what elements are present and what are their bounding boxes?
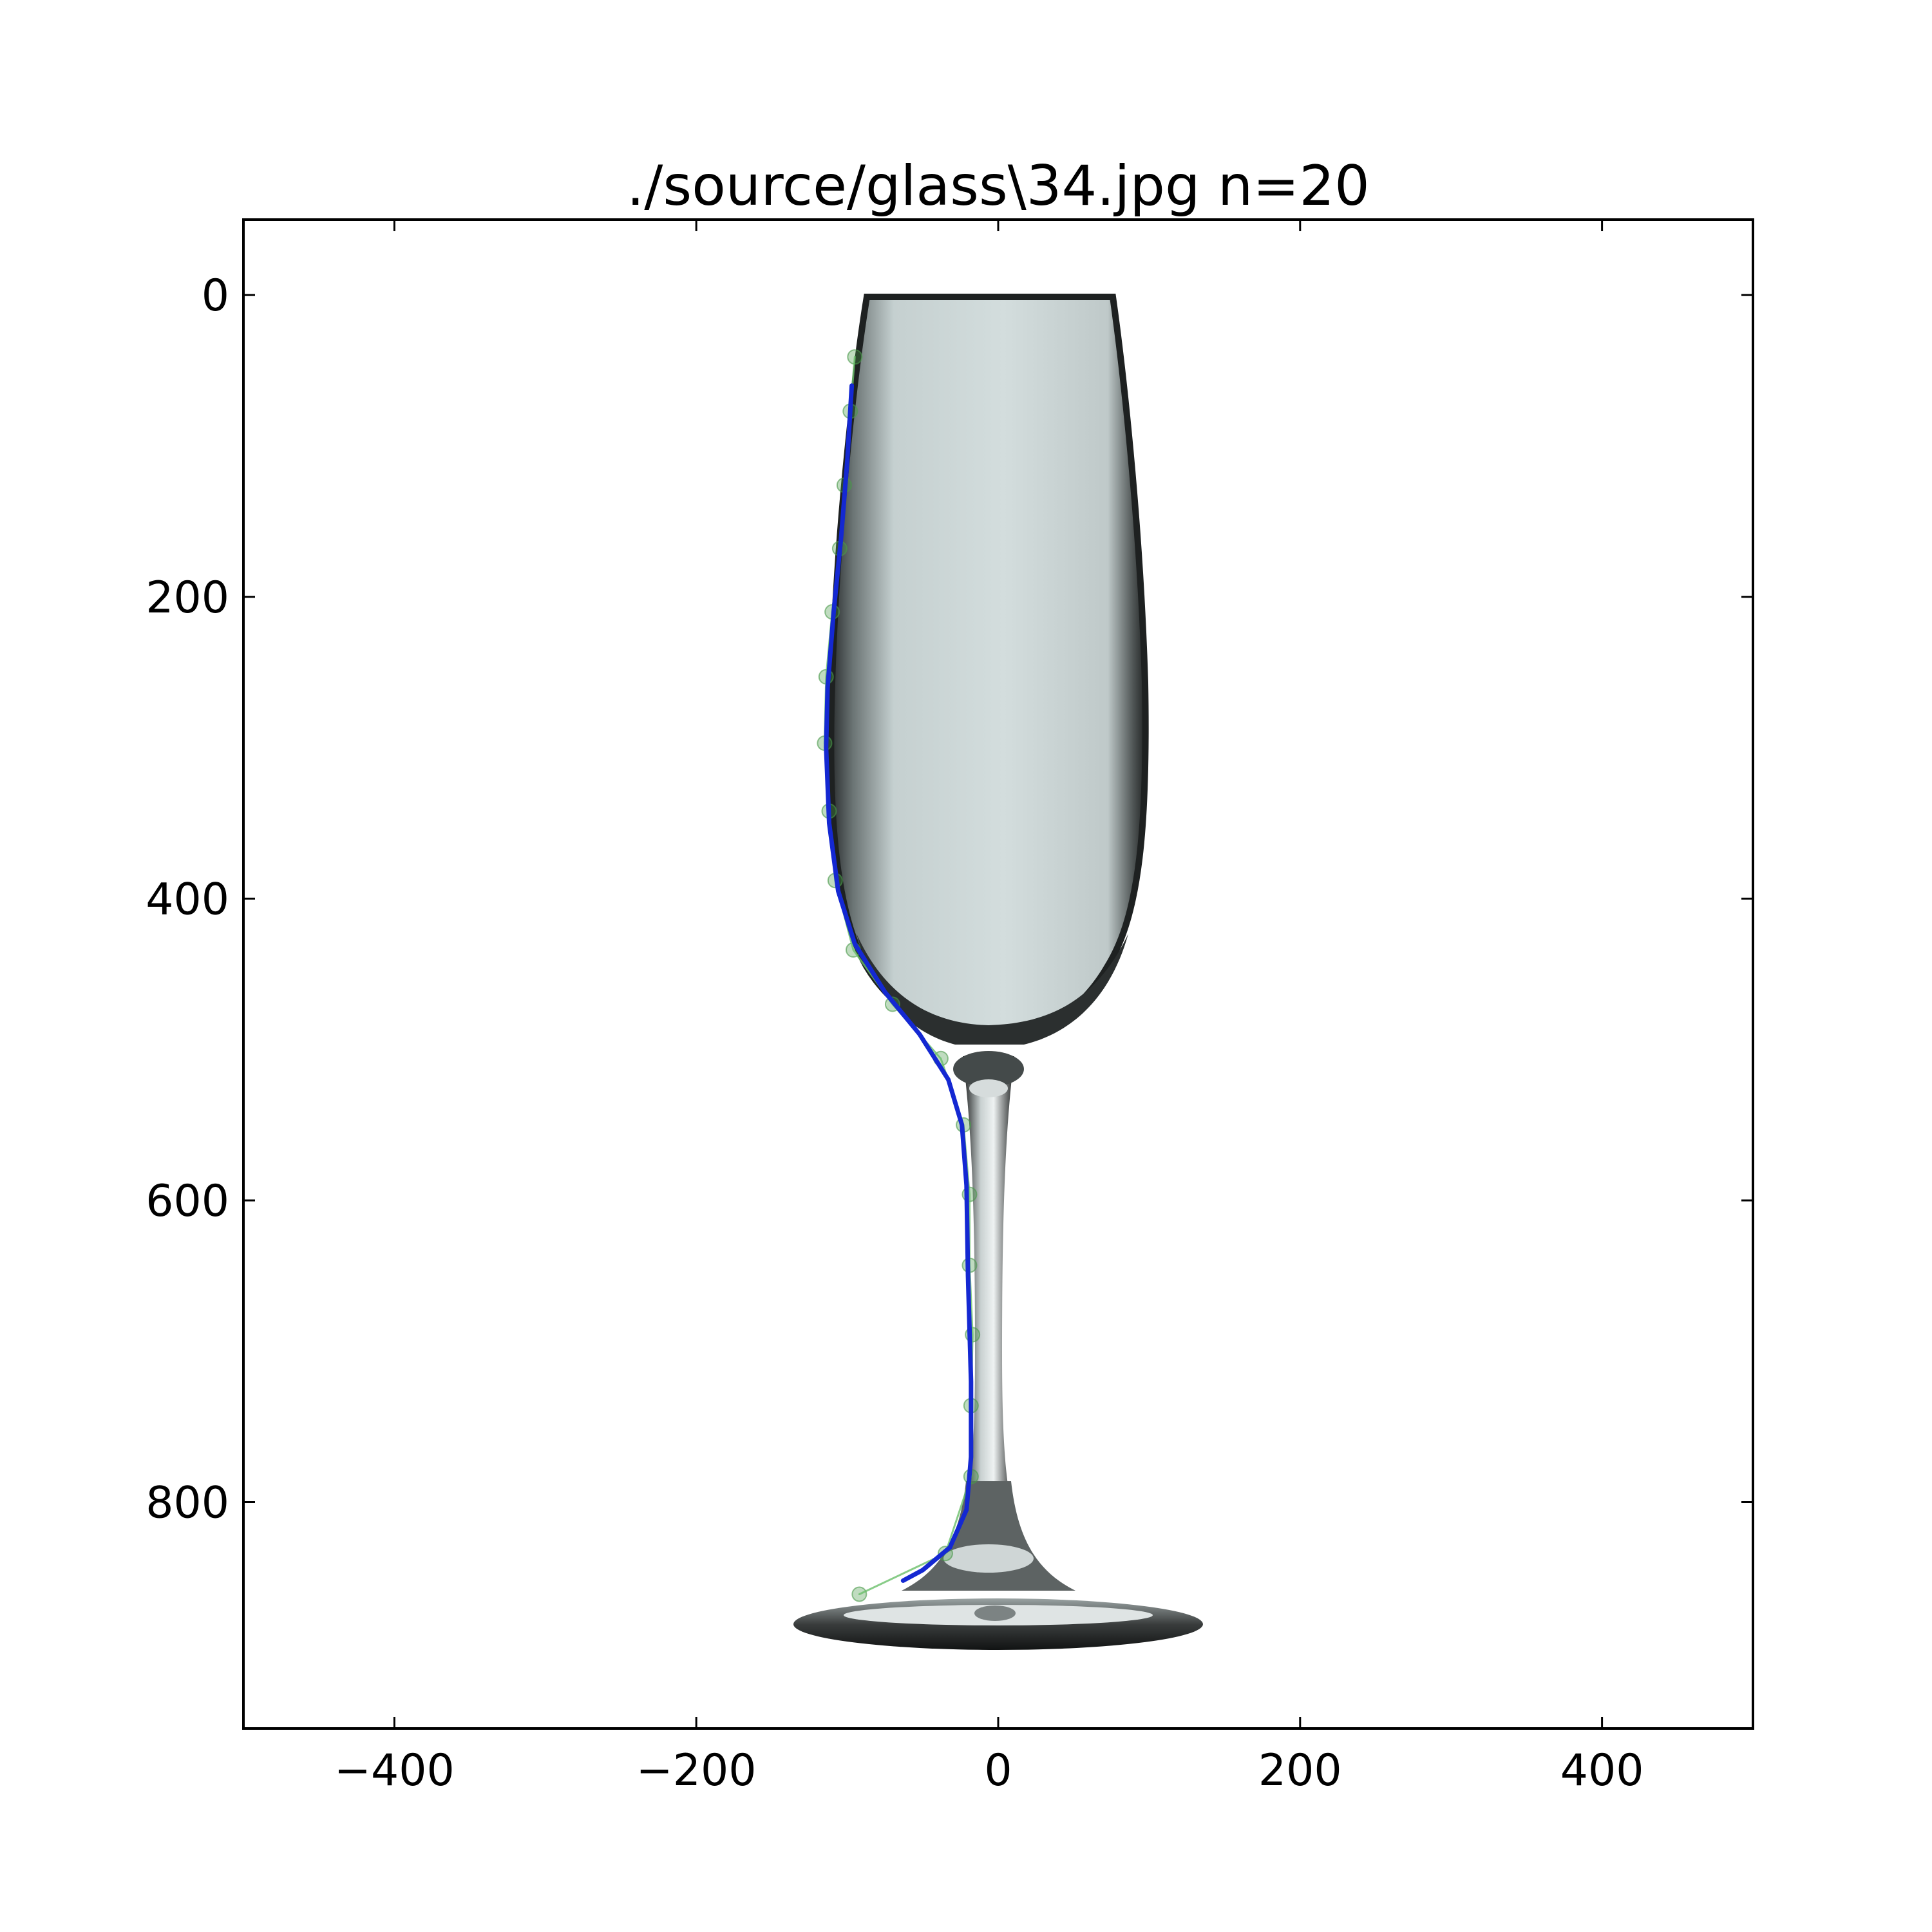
fitted-profile-line	[824, 383, 974, 1583]
y-tick-label: 600	[146, 1176, 229, 1227]
x-tick-label: 0	[984, 1745, 1012, 1796]
champagne-flute-photo	[793, 294, 1203, 1650]
y-tick-label: 0	[202, 270, 229, 321]
x-tick-label: −200	[636, 1745, 757, 1796]
y-axis: 0 200 400 600 800	[146, 270, 1753, 1529]
plot-series	[817, 349, 981, 1602]
x-tick-label: 400	[1560, 1745, 1644, 1796]
chart-title: ./source/glass\34.jpg n=20	[627, 154, 1370, 218]
y-tick-label: 800	[146, 1478, 229, 1529]
x-tick-label: 200	[1258, 1745, 1342, 1796]
x-axis: −400 −200 0 200 400	[334, 220, 1643, 1796]
x-tick-label: −400	[334, 1745, 455, 1796]
y-tick-label: 400	[146, 874, 229, 925]
y-tick-label: 200	[146, 573, 229, 623]
